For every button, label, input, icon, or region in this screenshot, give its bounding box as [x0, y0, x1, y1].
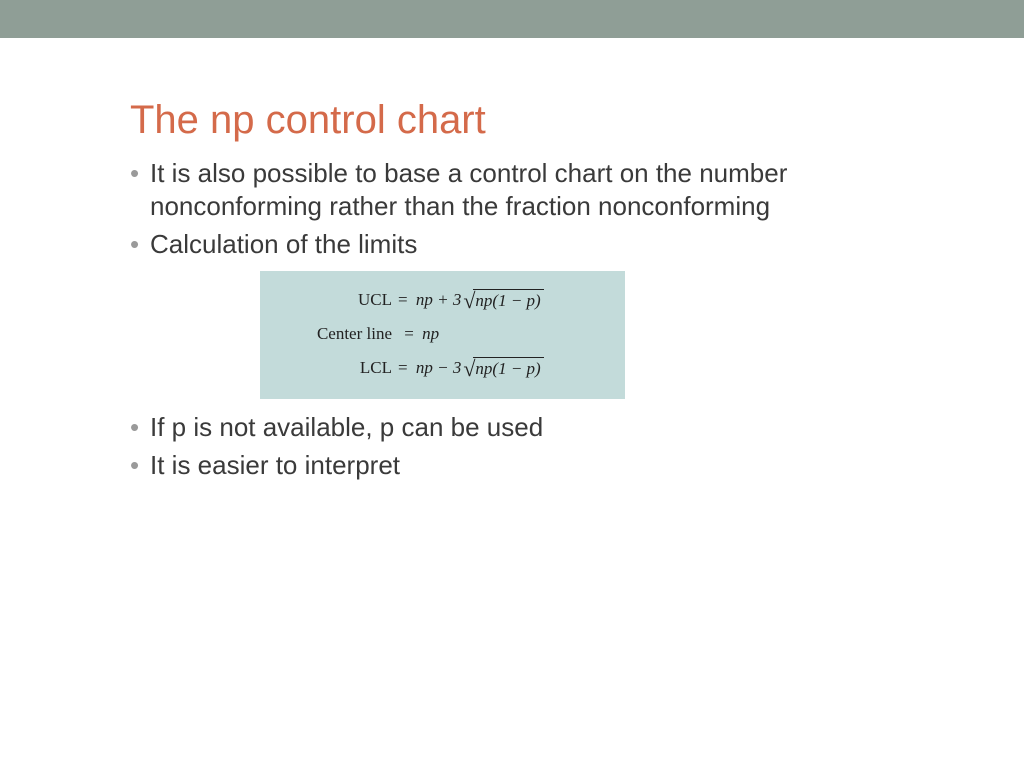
bullet-item: It is easier to interpret — [130, 449, 924, 482]
formula-rhs: = np — [398, 324, 439, 344]
bullet-item: It is also possible to base a control ch… — [130, 157, 924, 222]
formula-label: UCL — [278, 290, 398, 310]
top-accent-bar — [0, 0, 1024, 38]
formula-row-center: Center line = np — [278, 317, 607, 351]
formula-row-lcl: LCL = np − 3 √ np(1 − p) — [278, 351, 607, 385]
sqrt-icon: √ np(1 − p) — [463, 357, 543, 379]
bullet-list-top: It is also possible to base a control ch… — [130, 157, 924, 261]
formula-prefix: np — [422, 324, 439, 344]
bullet-item: Calculation of the limits — [130, 228, 924, 261]
radical-sign: √ — [463, 358, 475, 380]
formula-label: Center line — [278, 324, 398, 344]
formula-eq: = — [398, 358, 408, 378]
slide-title: The np control chart — [130, 98, 924, 143]
sqrt-icon: √ np(1 − p) — [463, 289, 543, 311]
radical-sign: √ — [463, 290, 475, 312]
slide-content: The np control chart It is also possible… — [0, 38, 1024, 482]
bullet-item: If p is not available, p can be used — [130, 411, 924, 444]
formula-rhs: = np − 3 √ np(1 − p) — [398, 357, 544, 379]
sqrt-arg: np(1 − p) — [473, 357, 543, 379]
formula-box: UCL = np + 3 √ np(1 − p) Center line = n… — [260, 271, 625, 399]
bullet-list-bottom: If p is not available, p can be used It … — [130, 411, 924, 482]
formula-eq: = — [398, 290, 408, 310]
formula-rhs: = np + 3 √ np(1 − p) — [398, 289, 544, 311]
formula-row-ucl: UCL = np + 3 √ np(1 − p) — [278, 283, 607, 317]
formula-prefix: np − 3 — [416, 358, 461, 378]
formula-eq: = — [404, 324, 414, 344]
formula-label: LCL — [278, 358, 398, 378]
formula-prefix: np + 3 — [416, 290, 461, 310]
sqrt-arg: np(1 − p) — [473, 289, 543, 311]
